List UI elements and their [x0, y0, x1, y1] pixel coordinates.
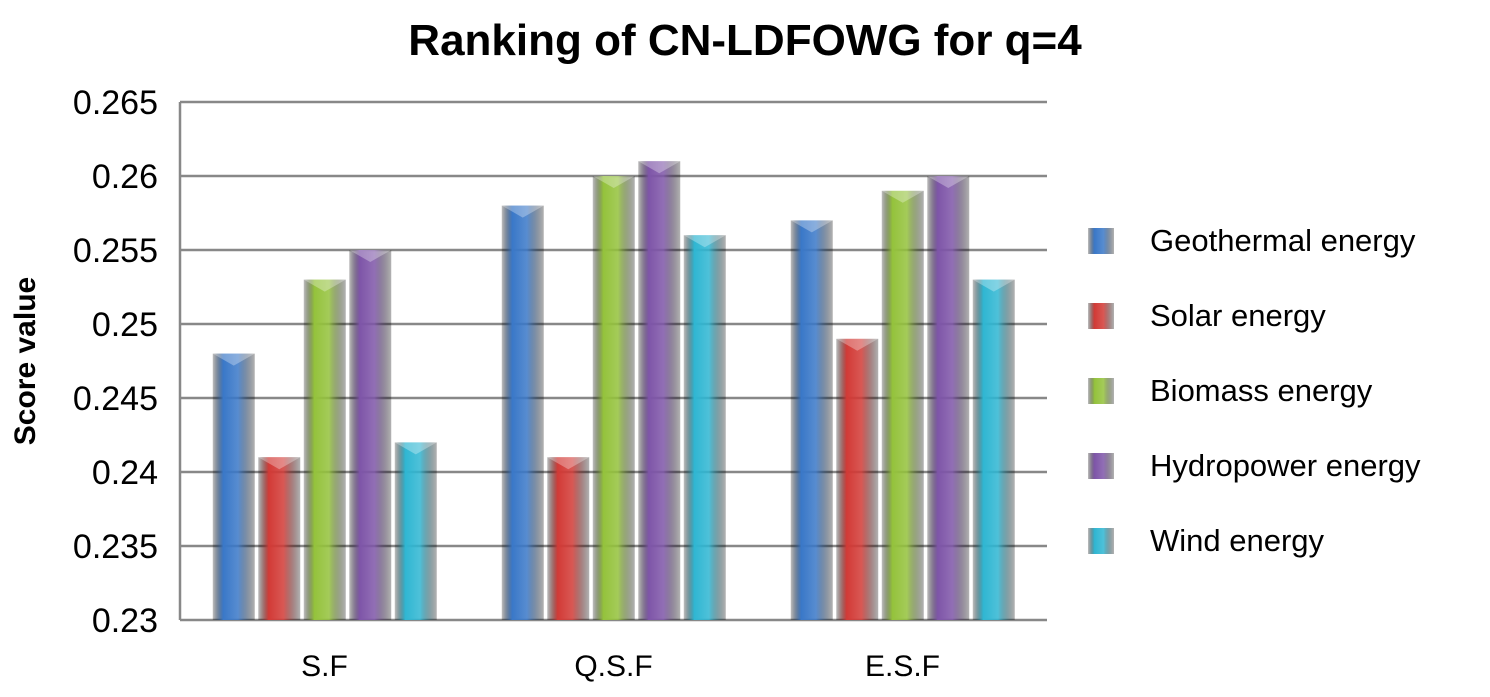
y-tick-label: 0.245 [73, 380, 158, 418]
bar [349, 250, 392, 620]
legend-swatch [1088, 378, 1114, 404]
bar-cap [790, 220, 833, 233]
legend-swatch [1088, 528, 1114, 554]
y-tick-label: 0.265 [73, 84, 158, 122]
bar-cap [927, 176, 970, 188]
bar [790, 220, 833, 620]
legend-label: Hydropower energy [1150, 448, 1421, 483]
bar-cap [547, 457, 590, 470]
x-tick-label: S.F [301, 650, 348, 683]
bar [303, 279, 346, 620]
x-tick-label: Q.S.F [574, 650, 652, 683]
y-tick-label: 0.26 [92, 158, 158, 196]
y-tick-label: 0.23 [92, 602, 158, 640]
bar-cap [501, 205, 544, 218]
bar-cap [638, 161, 681, 174]
y-tick-label: 0.25 [92, 306, 158, 344]
y-tick-label: 0.255 [73, 232, 158, 270]
legend-swatch [1088, 303, 1114, 329]
bar-cap [394, 442, 437, 455]
bar [394, 442, 437, 620]
chart-title: Ranking of CN-LDFOWG for q=4 [408, 16, 1082, 65]
bar-cap [592, 176, 635, 188]
bar [212, 353, 255, 620]
bar [258, 457, 301, 620]
bar [592, 176, 635, 620]
legend-swatch [1088, 228, 1114, 254]
legend-label: Biomass energy [1150, 373, 1373, 408]
bar-cap [836, 338, 879, 351]
bar-cap [881, 190, 924, 203]
bar-cap [683, 235, 726, 248]
bar-cap [212, 353, 255, 366]
y-tick-label: 0.24 [92, 454, 158, 492]
bar [547, 457, 590, 620]
bar [683, 235, 726, 620]
bar [972, 279, 1015, 620]
bar [638, 161, 681, 620]
bar-cap [972, 279, 1015, 292]
bar [881, 190, 924, 621]
legend-label: Solar energy [1150, 298, 1326, 333]
bar-cap [258, 457, 301, 470]
legend-label: Geothermal energy [1150, 223, 1416, 258]
bar-cap [349, 250, 392, 262]
bar-cap [303, 279, 346, 292]
x-tick-label: E.S.F [865, 650, 940, 683]
y-axis-label: Score value [9, 277, 42, 445]
bar [927, 176, 970, 620]
bar [501, 205, 544, 620]
bar [836, 338, 879, 620]
legend-label: Wind energy [1150, 523, 1325, 558]
legend-swatch [1088, 453, 1114, 479]
y-tick-label: 0.235 [73, 528, 158, 566]
